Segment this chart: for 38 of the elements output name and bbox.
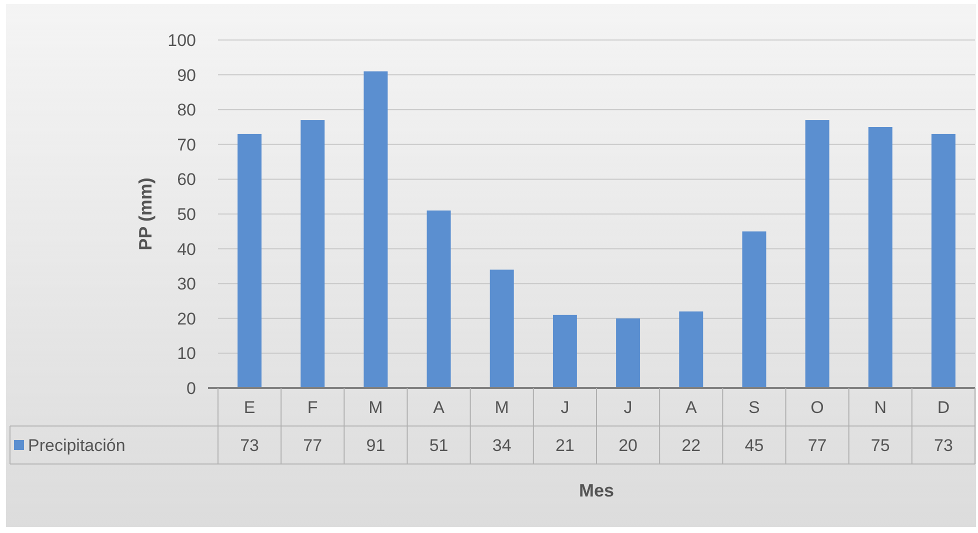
- data-label: 91: [366, 436, 386, 455]
- y-axis-title: PP (mm): [135, 178, 156, 250]
- x-tick-label: J: [560, 398, 570, 417]
- y-tick-label: 90: [177, 66, 196, 85]
- y-tick-label: 0: [186, 378, 196, 398]
- y-tick-label: 20: [177, 309, 196, 328]
- data-label: 51: [429, 436, 448, 455]
- x-tick-label: E: [244, 398, 256, 417]
- x-tick-label: J: [624, 398, 632, 417]
- y-tick-label: 80: [177, 100, 196, 120]
- x-tick-label: M: [368, 398, 383, 417]
- data-label: 73: [240, 436, 260, 455]
- data-label: 45: [744, 436, 764, 455]
- x-axis-title: Mes: [578, 480, 614, 500]
- x-tick-label: A: [433, 398, 446, 417]
- data-label: 22: [682, 436, 701, 455]
- y-tick-label: 60: [177, 170, 196, 190]
- x-tick-label: M: [494, 398, 509, 417]
- y-tick-label: 30: [177, 274, 196, 294]
- legend-label: Precipitación: [28, 436, 126, 455]
- x-tick-label: N: [874, 398, 887, 417]
- data-label: 75: [870, 436, 890, 455]
- x-tick-label: D: [937, 398, 950, 417]
- x-tick-label: S: [748, 398, 760, 417]
- data-label: 77: [303, 436, 322, 455]
- x-tick-label: A: [685, 398, 698, 417]
- data-label: 73: [934, 436, 953, 455]
- y-tick-label: 40: [177, 240, 196, 259]
- y-tick-label: 70: [177, 135, 196, 154]
- x-tick-label: F: [307, 398, 318, 417]
- data-label: 77: [808, 436, 827, 455]
- data-label: 21: [555, 436, 574, 455]
- x-tick-label: O: [810, 398, 824, 417]
- data-label: 20: [618, 436, 638, 455]
- y-tick-label: 100: [168, 30, 196, 50]
- y-tick-label: 10: [177, 344, 196, 364]
- y-tick-label: 50: [177, 204, 196, 224]
- data-label: 34: [492, 436, 512, 455]
